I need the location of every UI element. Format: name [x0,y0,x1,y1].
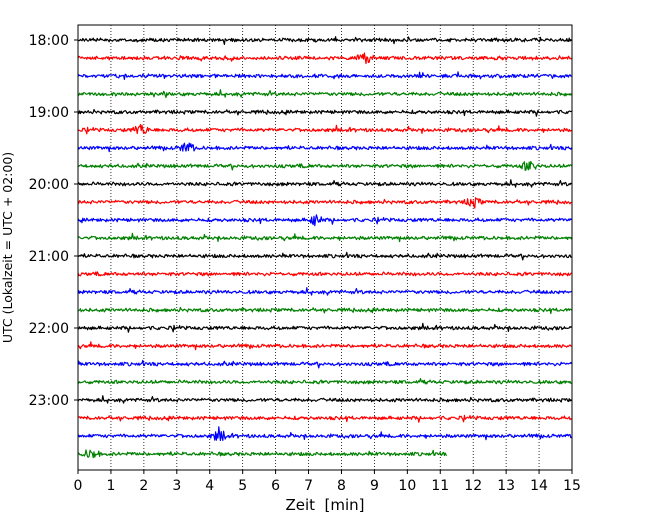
x-tick-label: 6 [271,478,280,494]
trace-2330 [77,426,573,442]
x-tick-label: 9 [370,478,379,494]
trace-1900 [77,108,572,117]
trace-1915 [77,124,572,135]
trace-2230 [77,359,573,369]
trace-1800 [77,36,573,45]
trace-2300 [77,395,573,404]
x-tick-label: 12 [464,478,482,494]
x-axis-ticks: 0 1 2 3 4 5 6 7 8 9 10 11 12 13 14 15 [74,470,581,494]
x-tick-label: 15 [563,478,581,494]
trace-2130 [77,287,572,296]
trace-1845 [77,89,573,99]
x-tick-label: 8 [337,478,346,494]
trace-2245 [77,378,572,385]
x-tick-label: 5 [238,478,247,494]
trace-group [77,36,573,459]
y-tick-label: 19:00 [29,105,69,121]
x-tick-label: 14 [530,478,548,494]
x-tick-label: 10 [398,478,416,494]
trace-2030 [77,214,573,227]
trace-1815 [77,52,573,65]
trace-2045 [77,232,573,243]
trace-1930 [77,142,573,153]
trace-1945 [77,160,573,171]
trace-2000 [77,179,572,188]
x-tick-label: 4 [205,478,214,494]
x-tick-label: 3 [172,478,181,494]
trace-2145 [77,306,572,315]
y-tick-label: 18:00 [29,33,69,49]
x-tick-label: 1 [106,478,115,494]
x-tick-label: 0 [74,478,83,494]
plot-frame [77,24,573,471]
x-tick-label: 7 [304,478,313,494]
trace-2215 [77,341,572,351]
trace-2345 [77,449,448,459]
trace-2100 [77,251,572,261]
y-tick-label: 20:00 [29,177,69,193]
trace-2200 [77,322,572,333]
trace-1830 [77,71,572,80]
y-tick-label: 23:00 [29,393,69,409]
trace-2315 [77,414,572,423]
y-tick-label: 21:00 [29,249,69,265]
y-tick-label: 22:00 [29,321,69,337]
y-axis-ticks: 18:00 19:00 20:00 21:00 22:00 23:00 [29,33,78,409]
x-tick-label: 2 [139,478,148,494]
trace-2015 [77,197,572,209]
vertical-gridlines [110,25,540,470]
x-tick-label: 11 [431,478,449,494]
y-axis-label: UTC (Lokalzeit = UTC + 02:00) [0,152,15,343]
x-axis-label: Zeit [min] [285,496,364,514]
x-tick-label: 13 [497,478,515,494]
trace-2115 [77,271,572,277]
